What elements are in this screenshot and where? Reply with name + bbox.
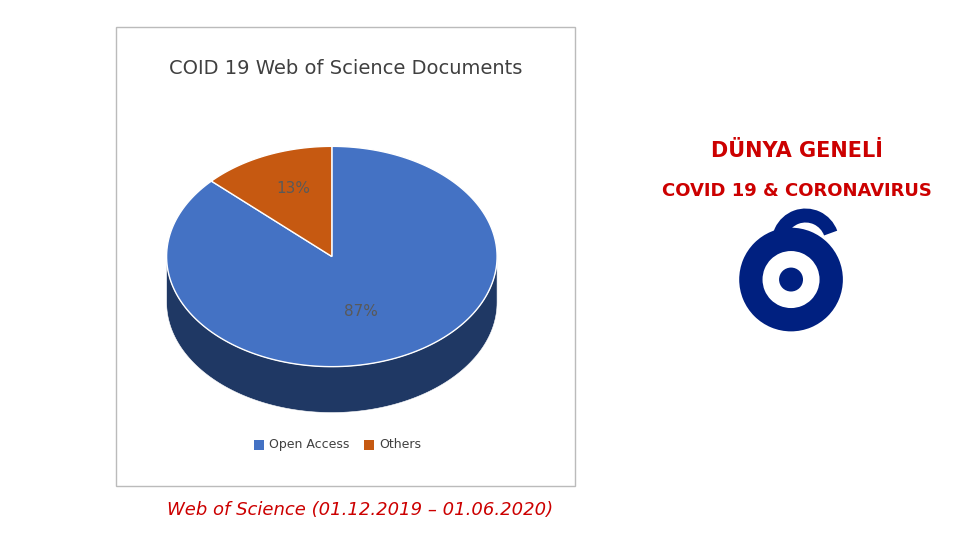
- Text: Web of Science (01.12.2019 – 01.06.2020): Web of Science (01.12.2019 – 01.06.2020): [167, 501, 553, 519]
- Text: COID 19 Web of Science Documents: COID 19 Web of Science Documents: [169, 59, 522, 78]
- Polygon shape: [167, 146, 497, 367]
- FancyBboxPatch shape: [116, 27, 575, 486]
- Polygon shape: [167, 256, 497, 413]
- Circle shape: [780, 267, 803, 292]
- Text: 13%: 13%: [276, 181, 311, 196]
- Text: COVID 19 & CORONAVIRUS: COVID 19 & CORONAVIRUS: [661, 181, 932, 200]
- Wedge shape: [772, 208, 837, 254]
- Text: DÜNYA GENELİ: DÜNYA GENELİ: [710, 141, 883, 161]
- Text: Open Access: Open Access: [270, 438, 349, 451]
- Wedge shape: [739, 228, 843, 332]
- Bar: [364, 440, 374, 450]
- Polygon shape: [211, 146, 332, 256]
- Text: Others: Others: [379, 438, 421, 451]
- Text: 87%: 87%: [345, 303, 378, 319]
- Bar: [253, 440, 264, 450]
